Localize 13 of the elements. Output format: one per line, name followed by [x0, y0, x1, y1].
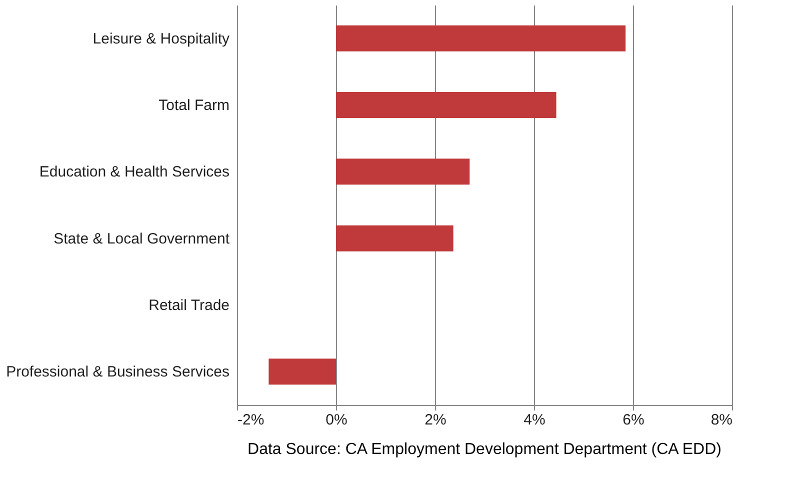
- y-tick-label: Leisure & Hospitality: [92, 30, 230, 48]
- x-tick-label: 0%: [326, 412, 348, 428]
- source-note: Data Source: CA Employment Development Department (CA EDD): [248, 441, 722, 458]
- x-tick-label: 4%: [524, 412, 546, 428]
- y-tick-label: Retail Trade: [148, 297, 230, 314]
- x-tick-label: 2%: [424, 412, 446, 428]
- y-tick-label: Education & Health Services: [39, 164, 230, 181]
- x-tick-label: 6%: [622, 412, 644, 428]
- y-tick-label: Total Farm: [158, 97, 230, 114]
- x-tick-label: -2%: [238, 412, 264, 428]
- y-tick-label: State & Local Government: [54, 230, 230, 248]
- x-tick-label: 8%: [710, 412, 732, 428]
- y-tick-label: Professional & Business Services: [6, 364, 230, 381]
